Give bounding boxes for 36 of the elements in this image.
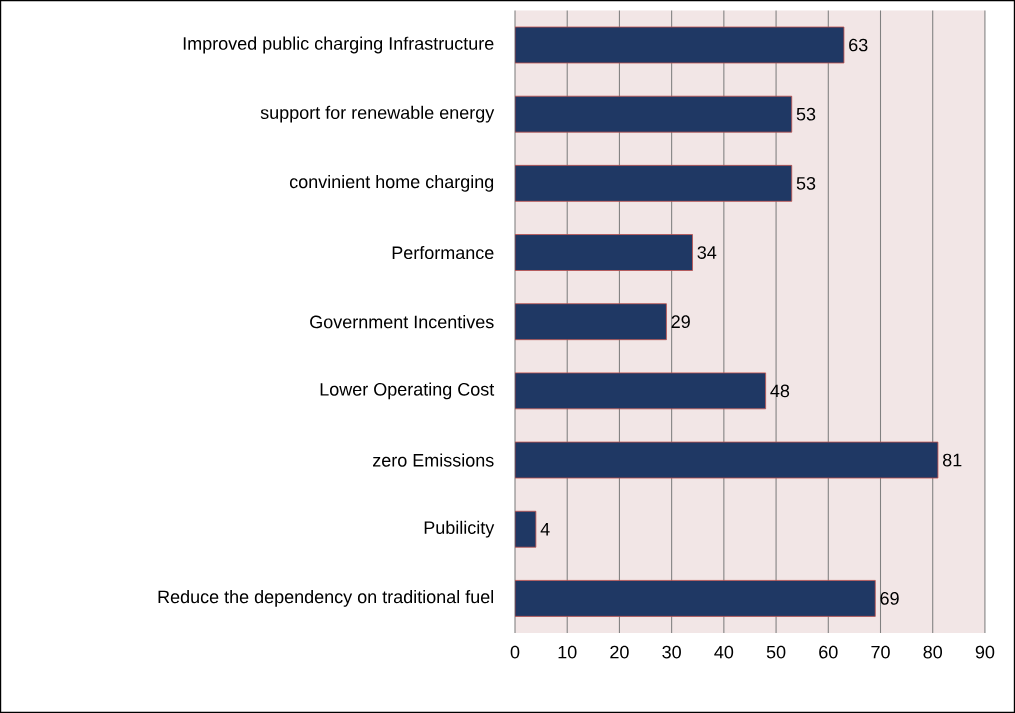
y-tick-label: support for renewable energy — [260, 105, 495, 123]
data-label: 29 — [671, 315, 690, 329]
bar — [515, 372, 767, 410]
x-tick-label: 40 — [714, 645, 734, 659]
x-tick-label: 50 — [766, 645, 786, 659]
data-label: 4 — [540, 523, 550, 536]
bar — [515, 164, 793, 202]
y-tick-label: Performance — [392, 245, 494, 260]
bar — [515, 441, 939, 479]
y-tick-label: Pubilicity — [424, 520, 495, 538]
x-tick-label: 60 — [819, 645, 838, 659]
bar — [515, 95, 793, 133]
data-label: 34 — [697, 246, 717, 259]
x-tick-label: 90 — [975, 645, 995, 659]
y-tick-label: Lower Operating Cost — [320, 382, 495, 400]
x-tick-label: 20 — [610, 645, 629, 659]
y-tick-label: convinient home charging — [289, 174, 494, 192]
bar — [515, 26, 845, 64]
data-label: 63 — [849, 38, 868, 52]
y-tick-label: Improved public charging Infrastructure — [183, 36, 494, 54]
x-tick-label: 0 — [510, 645, 520, 659]
data-label: 48 — [770, 384, 790, 398]
bar — [515, 579, 876, 617]
x-tick-label: 80 — [923, 645, 943, 659]
data-label: 53 — [796, 176, 816, 190]
y-tick-label: Reduce the dependency on traditional fuel — [158, 589, 494, 607]
bar — [515, 234, 693, 271]
data-label: 53 — [796, 107, 816, 121]
x-tick-label: 30 — [662, 645, 681, 659]
data-label: 81 — [942, 453, 962, 467]
y-tick-label: Government Incentives — [310, 315, 494, 329]
y-tick-label: zero Emissions — [373, 453, 494, 467]
x-tick-label: 10 — [558, 645, 577, 659]
data-label: 69 — [880, 592, 899, 605]
bar — [515, 303, 667, 341]
x-tick-label: 70 — [871, 645, 890, 659]
